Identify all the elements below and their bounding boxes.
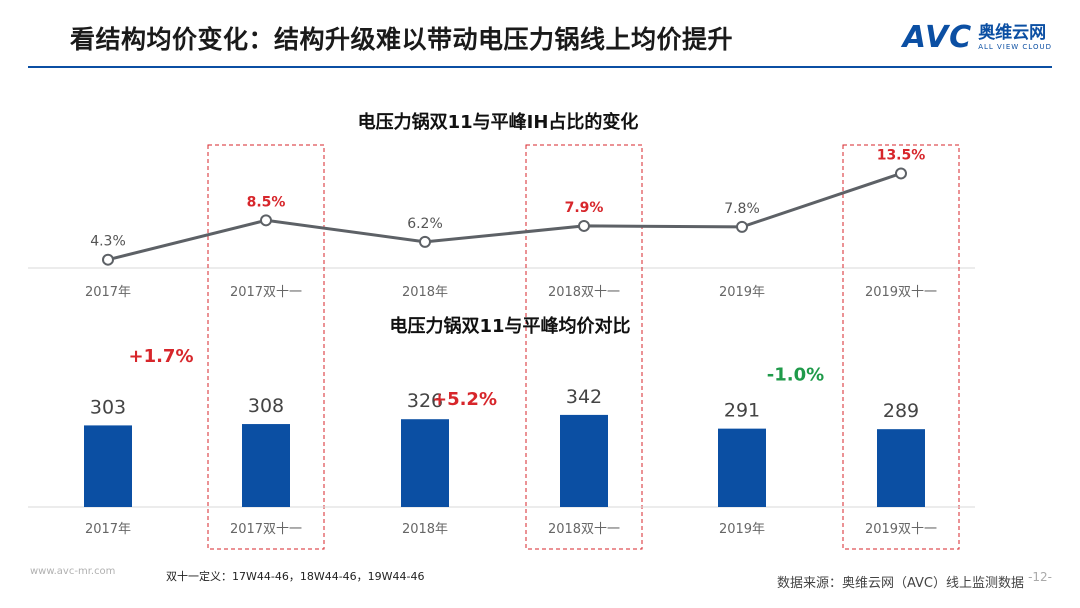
line-data-label: 7.8%	[724, 201, 760, 217]
highlight-frame	[207, 144, 325, 550]
bar-data-label: 326	[407, 390, 443, 412]
highlight-frame	[525, 144, 643, 550]
page-title: 看结构均价变化：结构升级难以带动电压力锅线上均价提升	[70, 25, 734, 54]
footer-url: www.avc-mr.com	[30, 566, 116, 577]
line-x-tick-label: 2017年	[85, 285, 131, 300]
bar-change-annotation: +1.7%	[128, 346, 193, 367]
line-data-label: 13.5%	[877, 147, 926, 163]
line-point	[260, 214, 272, 227]
bar-x-tick-label: 2017年	[85, 522, 131, 537]
line-data-label: 4.3%	[90, 234, 126, 250]
title-divider	[28, 66, 1052, 68]
bar-x-tick-label: 2019双十一	[865, 522, 937, 537]
line-x-tick-label: 2018双十一	[548, 285, 620, 300]
bar	[242, 424, 290, 507]
brand-text: 奥维云网 ALL VIEW CLOUD	[978, 22, 1052, 51]
bar-data-label: 289	[883, 400, 919, 422]
bar	[401, 419, 449, 507]
line-data-label: 6.2%	[407, 216, 443, 232]
line-point	[578, 219, 590, 232]
line-point	[419, 235, 431, 248]
line-x-tick-label: 2019年	[719, 285, 765, 300]
data-source: 数据来源：奥维云网（AVC）线上监测数据	[776, 576, 1024, 591]
bar-data-label: 308	[248, 395, 284, 417]
footnote: 双十一定义：17W44-46，18W44-46，19W44-46	[166, 570, 425, 583]
line-x-tick-label: 2018年	[402, 285, 448, 300]
bar	[560, 414, 608, 507]
page-number: -12-	[1028, 570, 1052, 584]
brand-mark: AVC	[902, 20, 973, 55]
brand-name-en: ALL VIEW CLOUD	[978, 42, 1052, 51]
line-x-tick-label: 2017双十一	[230, 285, 302, 300]
bar-x-tick-label: 2018双十一	[548, 522, 620, 537]
bar-x-tick-label: 2017双十一	[230, 522, 302, 537]
line-chart-title: 电压力锅双11与平峰IH占比的变化	[358, 111, 639, 133]
bar-chart-title: 电压力锅双11与平峰均价对比	[389, 315, 630, 337]
line-series	[107, 172, 902, 262]
bar-change-annotation: -1.0%	[767, 365, 824, 386]
highlight-frame	[842, 144, 960, 550]
bar-chart: 303 308 326 342 291 289 2017年 2017双十一 2018年 2018双…	[84, 346, 937, 537]
bar-data-label: 291	[724, 400, 760, 422]
line-point	[736, 220, 748, 233]
bar-data-label: 303	[90, 396, 126, 418]
brand-logo: AVC 奥维云网 ALL VIEW CLOUD	[903, 20, 1052, 55]
line-x-tick-label: 2019双十一	[865, 285, 937, 300]
line-data-label: 7.9%	[565, 200, 604, 216]
line-chart: 4.3% 8.5% 6.2% 7.9% 7.8% 13.5% 2017年 2017双十一 201…	[85, 144, 960, 550]
bar-change-annotation: +5.2%	[432, 389, 497, 410]
bar	[877, 429, 925, 507]
bar-data-label: 342	[566, 386, 602, 408]
bar	[718, 428, 766, 507]
line-point	[895, 167, 907, 180]
bar	[84, 425, 132, 507]
brand-name-cn: 奥维云网	[978, 22, 1047, 43]
bar-x-tick-label: 2018年	[402, 522, 448, 537]
bar-x-tick-label: 2019年	[719, 522, 765, 537]
line-point	[102, 253, 114, 266]
line-data-label: 8.5%	[247, 194, 286, 210]
